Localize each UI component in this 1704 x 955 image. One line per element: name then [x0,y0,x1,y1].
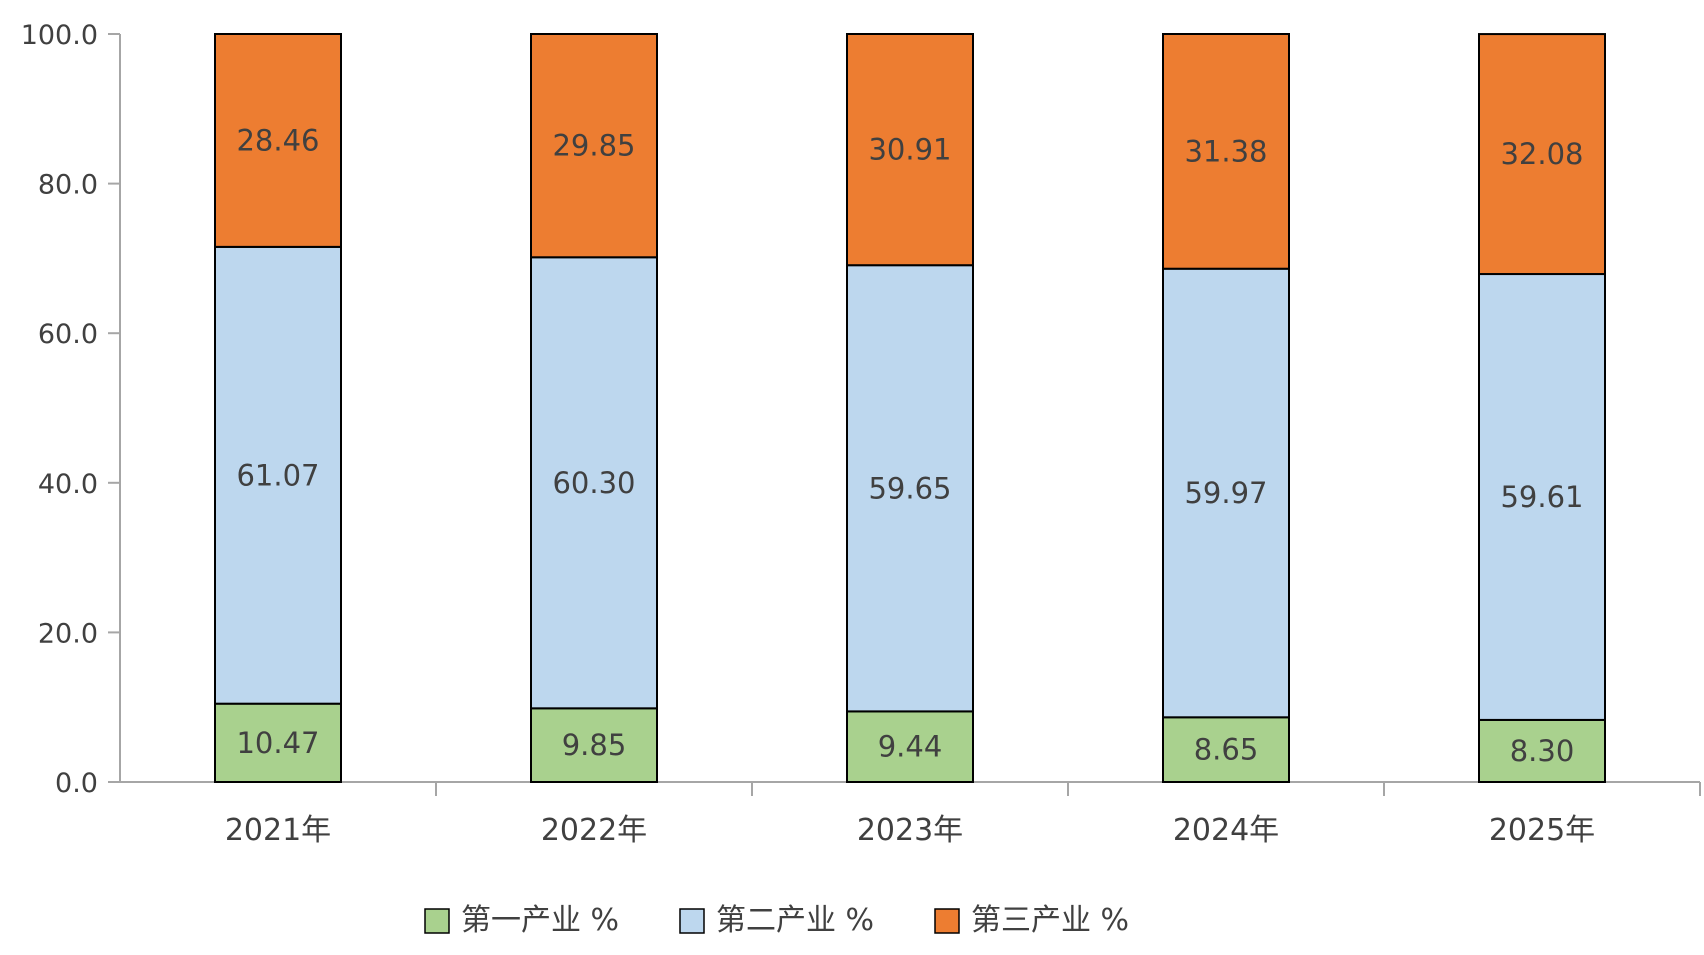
y-tick-label: 0.0 [55,768,98,799]
data-label: 30.91 [868,133,951,167]
bars: 10.47 61.07 28.46 9.85 60.30 29.85 9.44 59.65 30… [214,33,1606,784]
legend-swatch [934,908,960,934]
y-tick-label: 40.0 [38,469,98,500]
bar-segment [1478,718,1606,784]
data-label: 29.85 [552,129,635,163]
bar-segment [846,33,974,267]
bar-segment [530,256,658,710]
y-tick-label: 60.0 [38,319,98,350]
y-tick-label: 80.0 [38,170,98,201]
bar-segment [530,33,658,259]
legend-swatch [679,908,705,934]
y-tick-label: 100.0 [21,20,98,51]
legend-label: 第三产业 % [971,903,1129,938]
data-label: 9.85 [562,728,627,762]
bar-segment [846,710,974,783]
data-label: 60.30 [552,466,635,500]
data-label: 8.30 [1510,734,1575,768]
data-label: 61.07 [236,458,319,492]
bar-segment [530,707,658,784]
x-axis: 2021年 2022年 2023年 2024年 2025年 [120,781,1701,848]
x-tick-label: 2021年 [225,813,331,848]
x-tick-label: 2022年 [541,813,647,848]
data-label: 59.65 [868,471,951,505]
data-label: 8.65 [1194,733,1259,767]
legend: 第一产业 % 第二产业 % 第三产业 % [424,903,1129,938]
y-axis: 0.0 20.0 40.0 60.0 80.0 100.0 [21,20,121,799]
data-label: 28.46 [236,123,319,157]
x-tick-label: 2024年 [1173,813,1279,848]
bar-segment [214,245,342,705]
legend-label: 第二产业 % [716,903,874,938]
legend-label: 第一产业 % [461,903,619,938]
data-label: 31.38 [1184,134,1267,168]
bar-segment [214,33,342,248]
bar-segment [1162,33,1290,270]
data-label: 32.08 [1500,137,1583,171]
x-tick-label: 2023年 [857,813,963,848]
bar-segment [214,702,342,783]
bar-segment [1162,716,1290,783]
data-label: 10.47 [236,726,319,760]
x-tick-label: 2025年 [1489,813,1595,848]
bar-segment [1478,33,1606,276]
data-label: 59.61 [1500,480,1583,514]
bar-segment [846,264,974,713]
data-label: 9.44 [878,730,943,764]
bar-segment [1478,273,1606,721]
legend-swatch [424,908,450,934]
y-tick-label: 20.0 [38,618,98,649]
data-label: 59.97 [1184,476,1267,510]
